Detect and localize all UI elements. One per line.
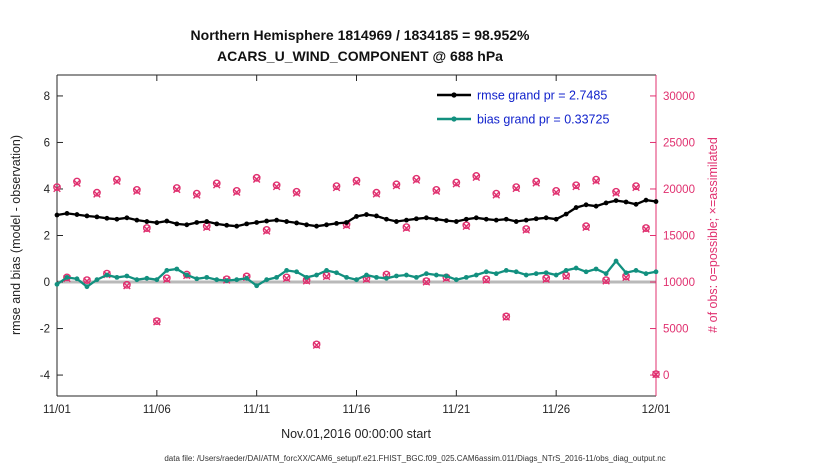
right-tick-label: 20000 (663, 184, 695, 196)
left-tick-label: 6 (44, 137, 50, 149)
left-tick-label: 4 (44, 184, 51, 196)
right-tick-label: 25000 (663, 137, 695, 149)
right-tick-label: 0 (663, 370, 669, 382)
legend-rmse-marker-sample (451, 92, 457, 98)
left-tick-label: 0 (44, 277, 50, 289)
right-tick-label: 30000 (663, 91, 695, 103)
x-tick-label: 11/01 (43, 404, 71, 416)
x-tick-label: 11/11 (243, 404, 270, 416)
right-tick-label: 15000 (663, 231, 695, 243)
series-possible (53, 172, 660, 379)
right-tick-label: 10000 (663, 277, 695, 289)
left-tick-label: 2 (44, 231, 50, 243)
plot-box (56, 74, 657, 397)
left-tick-label: -2 (40, 324, 50, 336)
left-tick-label: 8 (44, 91, 50, 103)
x-axis-ticks: 11/01 11/06 11/11 11/16 11/21 11/26 12/01 (43, 75, 670, 416)
x-axis-label: Nov.01,2016 00:00:00 start (281, 427, 431, 441)
generated-plot-layers: 11/01 11/06 11/11 11/16 11/21 11/26 12/01 -4 -2 0… (40, 74, 695, 416)
legend-bias-label: bias grand pr = 0.33725 (477, 113, 609, 127)
left-tick-label: -4 (40, 370, 51, 382)
right-y-axis-label: # of obs: o=possible; ×=assimilated (706, 137, 720, 333)
series-bias (54, 258, 659, 290)
series-rmse (54, 197, 659, 229)
left-axis-ticks: -4 -2 0 2 4 6 8 (40, 91, 63, 382)
x-tick-label: 11/16 (343, 404, 371, 416)
x-tick-label: 11/26 (542, 404, 570, 416)
plot-title-line1: Northern Hemisphere 1814969 / 1834185 = … (191, 27, 530, 43)
legend-bias-marker-sample (451, 116, 457, 122)
footer-caption: data file: /Users/raeder/DAI/ATM_forcXX/… (164, 454, 665, 463)
x-tick-label: 12/01 (642, 404, 671, 416)
legend: rmse grand pr = 2.7485 bias grand pr = 0… (437, 89, 609, 127)
left-y-axis-label: rmse and bias (model - observation) (9, 135, 23, 335)
right-axis-ticks: 0 5000 10000 15000 20000 25000 30000 (650, 91, 695, 382)
x-tick-label: 11/06 (143, 404, 171, 416)
plot-title-line2: ACARS_U_WIND_COMPONENT @ 688 hPa (217, 48, 503, 64)
legend-rmse-label: rmse grand pr = 2.7485 (477, 89, 607, 103)
x-tick-label: 11/21 (442, 404, 470, 416)
series-assimilated (53, 173, 660, 379)
right-tick-label: 5000 (663, 324, 689, 336)
